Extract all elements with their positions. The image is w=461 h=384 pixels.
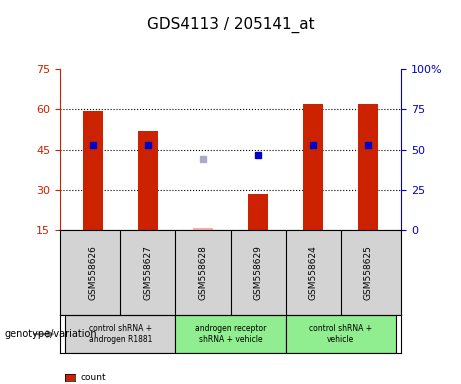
Text: GSM558627: GSM558627 — [143, 245, 153, 300]
Text: GSM558628: GSM558628 — [199, 245, 207, 300]
Text: GSM558624: GSM558624 — [308, 245, 318, 300]
Bar — [248, 194, 268, 230]
Text: GDS4113 / 205141_at: GDS4113 / 205141_at — [147, 17, 314, 33]
Bar — [176, 315, 285, 353]
Bar — [193, 228, 213, 230]
Text: GSM558626: GSM558626 — [89, 245, 97, 300]
Bar — [303, 104, 323, 230]
Text: GSM558629: GSM558629 — [254, 245, 262, 300]
Bar — [285, 315, 396, 353]
Text: count: count — [81, 373, 106, 382]
Text: control shRNA +
androgen R1881: control shRNA + androgen R1881 — [89, 324, 152, 344]
Text: control shRNA +
vehicle: control shRNA + vehicle — [309, 324, 372, 344]
Text: GSM558625: GSM558625 — [364, 245, 372, 300]
Text: genotype/variation: genotype/variation — [5, 329, 97, 339]
Bar — [138, 131, 158, 230]
Bar — [83, 111, 103, 230]
Text: androgen receptor
shRNA + vehicle: androgen receptor shRNA + vehicle — [195, 324, 266, 344]
Bar — [65, 315, 176, 353]
Bar — [359, 104, 378, 230]
